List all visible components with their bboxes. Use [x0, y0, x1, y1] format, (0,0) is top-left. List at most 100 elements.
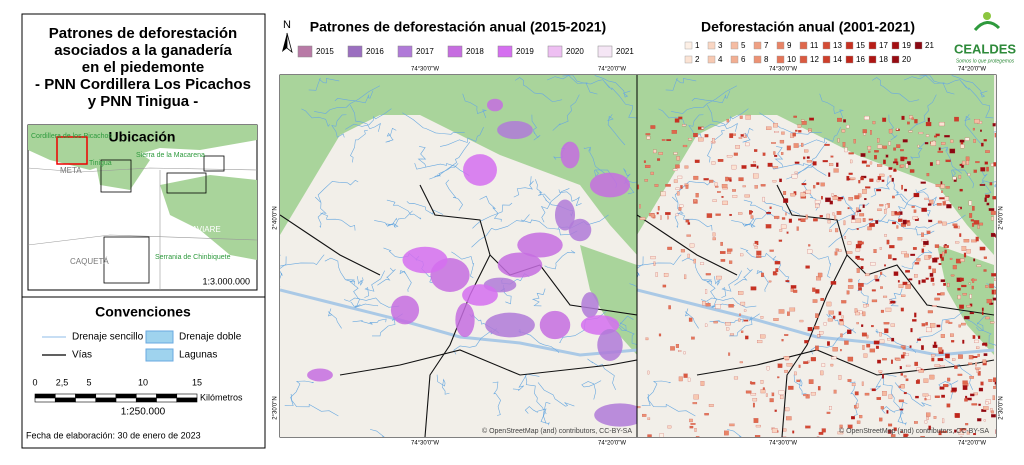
deforestation-patch — [868, 150, 871, 153]
deforestation-patch — [926, 412, 931, 417]
deforestation-patch — [945, 159, 951, 163]
deforestation-patch — [939, 197, 945, 200]
deforestation-patch — [695, 435, 700, 437]
deforestation-patch — [880, 406, 884, 410]
deforestation-patch — [900, 345, 906, 348]
deforestation-patch — [888, 254, 892, 259]
deforestation-patch — [833, 168, 839, 173]
legend-swatch — [868, 55, 877, 64]
inset-label: Sierra de la Macarena — [136, 152, 205, 159]
deforestation-patch — [715, 304, 721, 309]
deforestation-patch — [689, 425, 694, 429]
deforestation-patch — [721, 184, 728, 188]
deforestation-patch — [973, 139, 976, 143]
deforestation-patch — [928, 255, 932, 259]
deforestation-patch — [940, 292, 945, 296]
inset-label: CAQUETÁ — [70, 257, 109, 266]
deforestation-patch — [786, 363, 793, 367]
inset-map — [28, 125, 257, 290]
deforestation-patch — [645, 133, 651, 136]
legend-label: 2021 — [616, 47, 634, 56]
deforestation-patch — [794, 161, 800, 164]
scale-tick-label: 15 — [192, 377, 202, 387]
deforestation-patch — [864, 392, 870, 396]
deforestation-patch — [726, 155, 733, 158]
legend-label: 13 — [833, 41, 842, 50]
deforestation-patch — [858, 179, 861, 184]
deforestation-patch — [979, 222, 984, 226]
deforestation-patch — [390, 295, 420, 325]
deforestation-patch — [971, 222, 975, 227]
deforestation-patch — [639, 204, 641, 209]
deforestation-patch — [977, 371, 981, 376]
deforestation-patch — [778, 309, 785, 314]
deforestation-patch — [773, 151, 776, 155]
deforestation-patch — [712, 232, 716, 237]
deforestation-patch — [960, 436, 963, 437]
deforestation-patch — [945, 186, 950, 189]
deforestation-patch — [871, 388, 876, 392]
road — [637, 214, 738, 276]
lat-label: 2°30'0"N — [273, 396, 279, 419]
forest-area — [637, 75, 994, 255]
deforestation-patch — [962, 385, 968, 390]
scale-segment — [54, 397, 76, 403]
deforestation-patch — [836, 211, 842, 215]
deforestation-patch — [913, 209, 917, 213]
deforestation-patch — [753, 418, 759, 423]
deforestation-patch — [687, 253, 690, 258]
deforestation-patch — [966, 160, 970, 165]
deforestation-patch — [942, 201, 946, 206]
deforestation-patch — [893, 427, 897, 431]
stream — [492, 381, 501, 416]
deforestation-patch — [732, 189, 736, 192]
deforestation-patch — [779, 178, 782, 183]
deforestation-patch — [717, 191, 721, 193]
deforestation-patch — [941, 257, 944, 261]
deforestation-patch — [694, 159, 700, 163]
stream — [544, 250, 576, 270]
deforestation-patch — [539, 310, 571, 340]
deforestation-patch — [682, 144, 688, 148]
deforestation-patch — [810, 357, 816, 362]
deforestation-patch — [945, 353, 950, 359]
deforestation-patch — [968, 362, 973, 365]
deforestation-patch — [972, 205, 975, 211]
deforestation-patch — [925, 134, 930, 137]
deforestation-patch — [740, 301, 746, 306]
deforestation-patch — [835, 248, 839, 252]
deforestation-patch — [905, 270, 910, 273]
stream — [402, 112, 465, 135]
deforestation-patch — [985, 285, 989, 288]
deforestation-patch — [986, 298, 992, 304]
deforestation-patch — [925, 277, 929, 280]
deforestation-patch — [645, 337, 649, 341]
deforestation-patch — [650, 125, 656, 129]
stream — [284, 380, 314, 406]
stream — [479, 195, 502, 222]
deforestation-patch — [891, 337, 895, 342]
deforestation-patch — [837, 431, 844, 435]
stream — [540, 401, 551, 426]
deforestation-patch — [971, 285, 974, 290]
deforestation-patch — [773, 273, 778, 276]
deforestation-patch — [830, 155, 834, 158]
lon-label: 74°30'0"W — [411, 67, 439, 73]
deforestation-patch — [804, 340, 809, 344]
deforestation-patch — [974, 119, 980, 124]
deforestation-patch — [927, 117, 930, 122]
deforestation-patch — [831, 356, 837, 360]
deforestation-patch — [689, 243, 695, 248]
deforestation-patch — [973, 258, 976, 262]
deforestation-patch — [653, 261, 656, 266]
deforestation-patch — [724, 430, 729, 436]
stream — [314, 85, 381, 114]
deforestation-patch — [931, 357, 935, 362]
legend-label: 9 — [787, 41, 792, 50]
deforestation-patch — [886, 239, 890, 245]
deforestation-patch — [712, 237, 716, 241]
deforestation-patch — [848, 172, 853, 175]
deforestation-patch — [836, 162, 839, 167]
deforestation-patch — [920, 181, 926, 184]
deforestation-patch — [690, 422, 696, 425]
